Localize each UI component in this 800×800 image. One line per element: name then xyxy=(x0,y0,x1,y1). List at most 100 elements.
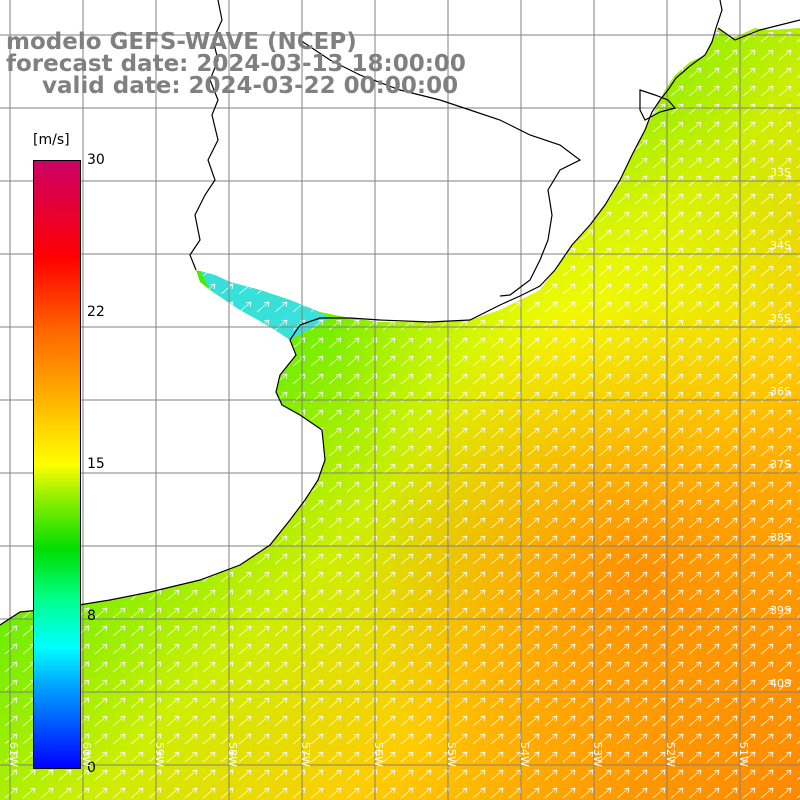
wind-arrow xyxy=(742,301,756,313)
wind-arrow xyxy=(652,193,666,205)
wind-arrow xyxy=(580,337,594,349)
wind-arrow xyxy=(778,589,792,601)
wind-arrow xyxy=(670,733,684,745)
wind-arrow xyxy=(742,283,756,295)
wind-arrow xyxy=(670,589,684,601)
wind-arrow xyxy=(490,499,504,511)
wind-arrow xyxy=(778,283,792,295)
wind-arrow xyxy=(778,193,792,205)
wind-arrow xyxy=(724,301,738,313)
wind-arrow xyxy=(148,607,162,619)
wind-arrow xyxy=(760,535,774,547)
wind-arrow xyxy=(724,85,738,97)
wind-arrow xyxy=(580,751,594,763)
wind-arrow xyxy=(688,427,702,439)
wind-arrow xyxy=(670,787,684,799)
wind-arrow xyxy=(310,751,324,763)
wind-arrow xyxy=(598,265,612,277)
wind-arrow xyxy=(310,499,324,511)
wind-arrow xyxy=(670,301,684,313)
wind-arrow xyxy=(418,697,432,709)
wind-arrow xyxy=(130,715,144,727)
wind-arrow xyxy=(670,481,684,493)
wind-arrow xyxy=(778,85,792,97)
wind-arrow xyxy=(796,337,800,349)
wind-arrow xyxy=(238,697,252,709)
wind-arrow xyxy=(760,355,774,367)
wind-arrow xyxy=(418,769,432,781)
wind-arrow xyxy=(562,661,576,673)
wind-arrow xyxy=(274,643,288,655)
wind-arrow xyxy=(616,643,630,655)
wind-arrow xyxy=(274,607,288,619)
wind-arrow xyxy=(652,409,666,421)
wind-arrow xyxy=(706,697,720,709)
wind-arrow xyxy=(760,679,774,691)
wind-arrow xyxy=(598,733,612,745)
wind-arrow xyxy=(724,157,738,169)
wind-arrow xyxy=(454,355,468,367)
wind-arrow xyxy=(544,499,558,511)
wind-arrow xyxy=(112,697,126,709)
wind-arrow xyxy=(526,427,540,439)
wind-arrow xyxy=(418,787,432,799)
wind-arrow xyxy=(634,499,648,511)
wind-arrow xyxy=(526,301,540,313)
lat-label-35s: 35S xyxy=(770,312,791,325)
wind-arrow xyxy=(598,787,612,799)
wind-arrow xyxy=(130,733,144,745)
wind-arrow xyxy=(472,697,486,709)
wind-arrow xyxy=(634,463,648,475)
lon-label-60w: 60W xyxy=(80,742,93,767)
wind-arrow xyxy=(796,193,800,205)
wind-arrow xyxy=(310,337,324,349)
wind-arrow xyxy=(580,463,594,475)
wind-arrow xyxy=(382,337,396,349)
wind-arrow xyxy=(148,625,162,637)
wind-arrow xyxy=(652,769,666,781)
wind-arrow xyxy=(688,751,702,763)
wind-arrow xyxy=(598,571,612,583)
wind-arrow xyxy=(760,211,774,223)
wind-arrow xyxy=(778,733,792,745)
wind-arrow xyxy=(724,319,738,331)
wind-arrow xyxy=(652,625,666,637)
wind-arrow xyxy=(796,229,800,241)
wind-arrow xyxy=(670,157,684,169)
lat-label-34s: 34S xyxy=(770,239,791,252)
wind-arrow xyxy=(418,463,432,475)
wind-arrow xyxy=(490,337,504,349)
wind-arrow xyxy=(796,355,800,367)
wind-arrow xyxy=(670,121,684,133)
wind-arrow xyxy=(526,319,540,331)
wind-arrow xyxy=(454,535,468,547)
wind-arrow xyxy=(652,733,666,745)
wind-arrow xyxy=(454,643,468,655)
wind-arrow xyxy=(148,679,162,691)
wind-arrow xyxy=(94,787,108,799)
wind-arrow xyxy=(634,661,648,673)
wind-arrow xyxy=(742,499,756,511)
wind-arrow xyxy=(346,607,360,619)
wind-arrow xyxy=(310,769,324,781)
wind-arrow xyxy=(616,463,630,475)
wind-arrow xyxy=(688,517,702,529)
wind-arrow xyxy=(796,103,800,115)
wind-arrow xyxy=(472,733,486,745)
wind-arrow xyxy=(580,481,594,493)
wind-arrow xyxy=(184,679,198,691)
wind-arrow xyxy=(652,463,666,475)
wind-arrow xyxy=(148,697,162,709)
wind-arrow xyxy=(202,769,216,781)
wind-arrow xyxy=(328,571,342,583)
wind-arrow xyxy=(688,193,702,205)
wind-arrow xyxy=(652,445,666,457)
wind-arrow xyxy=(706,751,720,763)
wind-arrow xyxy=(202,661,216,673)
wind-arrow xyxy=(796,31,800,43)
wind-arrow xyxy=(472,355,486,367)
wind-arrow xyxy=(454,481,468,493)
wind-arrow xyxy=(310,517,324,529)
wind-arrow xyxy=(778,535,792,547)
wind-arrow xyxy=(238,769,252,781)
